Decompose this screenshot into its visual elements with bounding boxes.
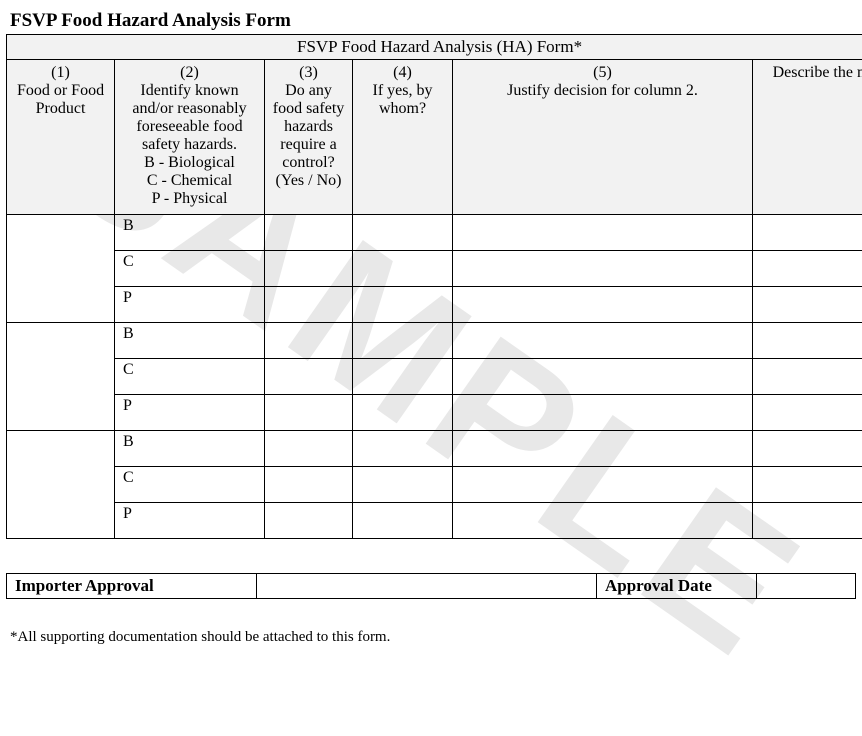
control-cell[interactable] [265,503,353,539]
approval-date-value[interactable] [757,574,856,599]
hazard-p-cell: P [115,503,265,539]
hazard-c-cell: C [115,467,265,503]
table-row: P [7,287,862,323]
justify-cell[interactable] [453,395,753,431]
col-1-header: (1) Food or Food Product [7,60,115,215]
control-cell[interactable] [265,467,353,503]
describe-cell[interactable] [753,395,862,431]
importer-approval-value[interactable] [257,574,597,599]
table-row: C [7,467,862,503]
approval-row: Importer Approval Approval Date [7,574,856,599]
col-2-text: Identify known and/or reasonably foresee… [119,82,260,154]
control-cell[interactable] [265,431,353,467]
whom-cell[interactable] [353,431,453,467]
food-product-cell[interactable] [7,431,115,539]
describe-cell[interactable] [753,359,862,395]
whom-cell[interactable] [353,503,453,539]
whom-cell[interactable] [353,467,453,503]
form-content: FSVP Food Hazard Analysis Form FSVP Food… [0,0,862,656]
col-1-text: Food or Food Product [11,82,110,118]
justify-cell[interactable] [453,359,753,395]
justify-cell[interactable] [453,431,753,467]
approval-date-label: Approval Date [597,574,757,599]
table-banner: FSVP Food Hazard Analysis (HA) Form* [7,35,862,60]
col-5-num: (5) [457,64,748,82]
col-6-header: Describe the na a [753,60,862,215]
whom-cell[interactable] [353,215,453,251]
justify-cell[interactable] [453,287,753,323]
col-1-num: (1) [11,64,110,82]
table-header-row: (1) Food or Food Product (2) Identify kn… [7,60,862,215]
hazard-b-cell: B [115,323,265,359]
approval-table: Importer Approval Approval Date [6,573,856,599]
justify-cell[interactable] [453,323,753,359]
col-4-header: (4) If yes, by whom? [353,60,453,215]
table-row: B [7,323,862,359]
justify-cell[interactable] [453,251,753,287]
hazard-p-cell: P [115,395,265,431]
control-cell[interactable] [265,359,353,395]
whom-cell[interactable] [353,251,453,287]
justify-cell[interactable] [453,215,753,251]
col-5-text: Justify decision for column 2. [457,82,748,100]
table-row: B [7,215,862,251]
col-3-text: Do any food safety hazards require a con… [269,82,348,190]
control-cell[interactable] [265,323,353,359]
describe-cell[interactable] [753,215,862,251]
food-product-cell[interactable] [7,323,115,431]
footnote: *All supporting documentation should be … [6,629,856,646]
table-row: P [7,503,862,539]
describe-cell[interactable] [753,503,862,539]
col-3-header: (3) Do any food safety hazards require a… [265,60,353,215]
describe-cell[interactable] [753,323,862,359]
describe-cell[interactable] [753,467,862,503]
whom-cell[interactable] [353,359,453,395]
describe-cell[interactable] [753,251,862,287]
hazard-c-cell: C [115,359,265,395]
describe-cell[interactable] [753,431,862,467]
importer-approval-label: Importer Approval [7,574,257,599]
table-row: C [7,251,862,287]
col-4-text: If yes, by whom? [357,82,448,118]
table-row: C [7,359,862,395]
page-title: FSVP Food Hazard Analysis Form [6,10,856,32]
col-2-num: (2) [119,64,260,82]
col-2-c: C - Chemical [119,172,260,190]
col-2-p: P - Physical [119,190,260,208]
table-banner-row: FSVP Food Hazard Analysis (HA) Form* [7,35,862,60]
whom-cell[interactable] [353,287,453,323]
hazard-analysis-table: FSVP Food Hazard Analysis (HA) Form* (1)… [6,34,862,539]
control-cell[interactable] [265,215,353,251]
col-6-text2: a [757,82,862,100]
col-2-header: (2) Identify known and/or reasonably for… [115,60,265,215]
hazard-p-cell: P [115,287,265,323]
hazard-b-cell: B [115,431,265,467]
col-6-text: Describe the na [757,64,862,82]
control-cell[interactable] [265,251,353,287]
col-2-b: B - Biological [119,154,260,172]
whom-cell[interactable] [353,323,453,359]
control-cell[interactable] [265,395,353,431]
hazard-b-cell: B [115,215,265,251]
hazard-c-cell: C [115,251,265,287]
justify-cell[interactable] [453,503,753,539]
whom-cell[interactable] [353,395,453,431]
table-row: B [7,431,862,467]
table-row: P [7,395,862,431]
describe-cell[interactable] [753,287,862,323]
col-5-header: (5) Justify decision for column 2. [453,60,753,215]
col-3-num: (3) [269,64,348,82]
justify-cell[interactable] [453,467,753,503]
control-cell[interactable] [265,287,353,323]
col-4-num: (4) [357,64,448,82]
food-product-cell[interactable] [7,215,115,323]
